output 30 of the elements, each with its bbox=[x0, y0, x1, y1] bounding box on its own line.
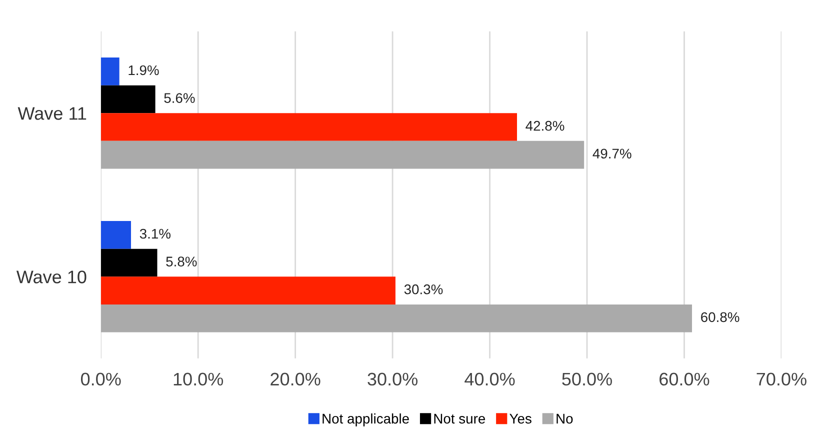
x-tick-label: 10.0% bbox=[174, 372, 224, 386]
x-tick-label: 50.0% bbox=[562, 372, 612, 386]
x-tick-label: 20.0% bbox=[270, 372, 320, 386]
y-tick-label: Wave 10 bbox=[16, 270, 86, 284]
data-label: 3.1% bbox=[140, 228, 170, 239]
bar bbox=[100, 113, 517, 141]
x-tick-label: 40.0% bbox=[464, 372, 515, 386]
x-tick-label: 60.0% bbox=[660, 372, 710, 386]
y-tick-label: Wave 11 bbox=[18, 107, 86, 120]
x-tick-label: 30.0% bbox=[368, 372, 418, 386]
bar bbox=[100, 248, 158, 277]
bar bbox=[100, 276, 396, 304]
data-label: 49.7% bbox=[592, 148, 632, 159]
data-label: 1.9% bbox=[128, 65, 159, 76]
x-tick-label: 0.0% bbox=[80, 372, 121, 386]
bar bbox=[100, 304, 692, 332]
legend-label: Not sure bbox=[434, 414, 486, 424]
legend-label: Yes bbox=[510, 414, 532, 424]
data-label: 30.3% bbox=[404, 284, 443, 294]
bar bbox=[100, 140, 584, 169]
data-label: 60.8% bbox=[701, 312, 740, 322]
legend-label: Not applicable bbox=[322, 413, 409, 426]
bar bbox=[100, 85, 156, 114]
data-label: 42.8% bbox=[526, 120, 564, 131]
bar bbox=[100, 58, 120, 86]
bar bbox=[100, 221, 131, 249]
data-label: 5.8% bbox=[166, 256, 197, 266]
legend-label: No bbox=[556, 414, 573, 424]
x-tick-label: 70.0% bbox=[756, 372, 806, 386]
data-label: 5.6% bbox=[164, 93, 195, 103]
